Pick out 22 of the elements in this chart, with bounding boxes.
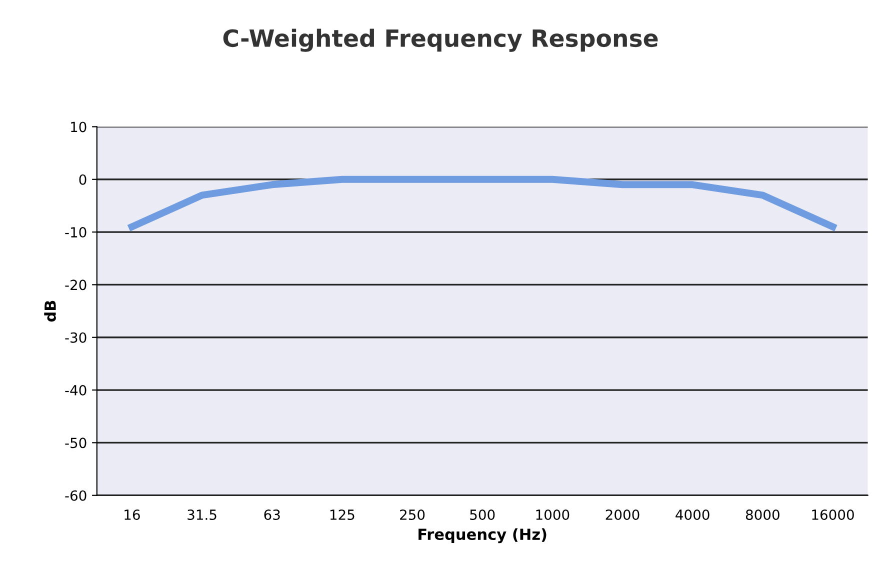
x-axis-title: Frequency (Hz): [418, 528, 546, 544]
x-tick-label: 4000: [676, 509, 710, 520]
chart-title: C-Weighted Frequency Response: [223, 28, 658, 52]
x-tick-label: 16: [124, 509, 140, 520]
x-tick-label: 2000: [606, 509, 640, 520]
y-tick-label: -60: [65, 490, 86, 501]
x-tick-label: 1000: [536, 509, 570, 520]
y-tick-label: -50: [65, 438, 86, 448]
y-tick-label: -30: [65, 332, 86, 343]
y-tick-label: -10: [65, 227, 86, 238]
x-tick-label: 125: [330, 509, 354, 520]
x-tick-label: 8000: [746, 509, 780, 520]
y-axis-title: dB: [44, 300, 56, 322]
y-tick-label: -40: [65, 385, 86, 396]
x-tick-label: 500: [470, 509, 495, 520]
x-tick-label: 16000: [812, 509, 854, 520]
x-tick-label: 31.5: [188, 509, 216, 520]
y-tick-label: -20: [65, 280, 86, 290]
y-tick-label: 10: [71, 122, 86, 132]
y-tick-label: 0: [79, 174, 86, 185]
x-tick-label: 250: [400, 509, 425, 520]
x-tick-label: 63: [264, 509, 280, 520]
